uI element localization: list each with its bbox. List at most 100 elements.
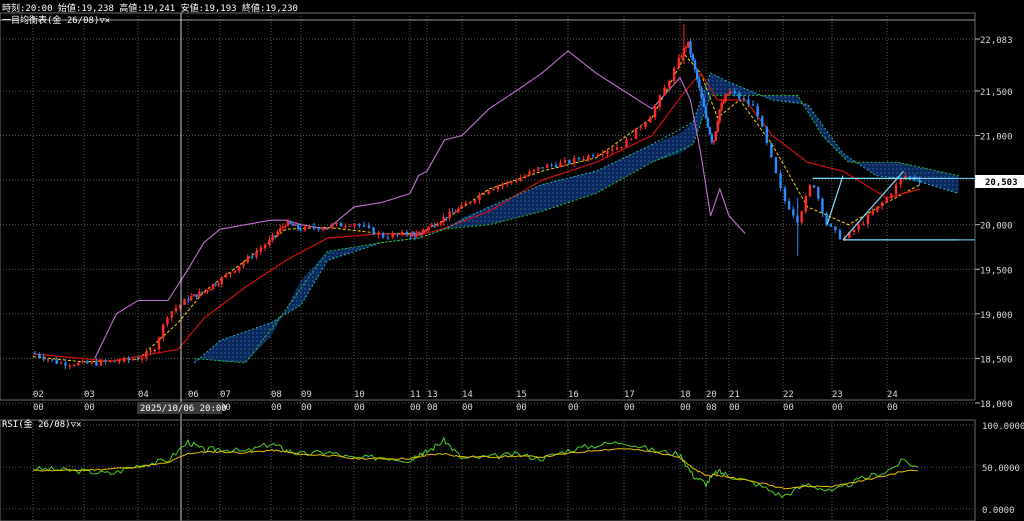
candle-body (396, 233, 399, 235)
candle-body (698, 79, 701, 88)
main-indicator-label[interactable]: 一目均衡表(金 26/08)▽✕ (2, 14, 110, 26)
candle-body (482, 193, 486, 195)
candle-body (582, 159, 585, 161)
candle-body (693, 60, 697, 70)
current-price-box (975, 175, 1024, 188)
date-tick-hour: 00 (624, 403, 635, 413)
candle-body (448, 211, 451, 219)
candle-body (742, 98, 746, 100)
candle-body (170, 311, 173, 318)
trend-line[interactable] (842, 170, 904, 241)
price-tick-label: 18,000 (980, 400, 1013, 410)
candle-body (532, 169, 536, 172)
date-tick-hour: 00 (220, 403, 231, 413)
candle-body (460, 204, 463, 209)
candle-body (211, 284, 215, 289)
candle-body (321, 228, 325, 230)
candle-body (409, 234, 412, 236)
candle-body (192, 294, 196, 297)
main-panel-frame (0, 12, 976, 401)
candle-body (510, 181, 513, 183)
trend-line[interactable] (826, 175, 844, 225)
candle-body (430, 224, 433, 227)
candle-body (286, 221, 290, 226)
candle-body (233, 270, 236, 273)
candle-body (64, 362, 67, 366)
date-tick-day: 10 (354, 390, 365, 400)
rsi-grid (0, 420, 975, 521)
candle-body (918, 179, 921, 182)
candle-body (519, 177, 522, 182)
candle-body (592, 155, 595, 157)
candle-body (153, 349, 156, 352)
date-tick-hour: 00 (516, 403, 527, 413)
candle-body (473, 200, 477, 203)
date-tick-hour: 00 (832, 403, 843, 413)
span_b-line (194, 94, 959, 364)
rsi-axis: 100.0000 50.0000 0.0000 (982, 422, 1024, 516)
candle-body (559, 162, 562, 167)
candle-body (190, 296, 193, 301)
date-tick-hour: 00 (568, 403, 579, 413)
candle-body (183, 299, 186, 305)
candle-body (276, 231, 279, 236)
date-tick-hour: 00 (462, 403, 473, 413)
candle-body (166, 317, 169, 325)
date-tick-hour: 00 (301, 403, 312, 413)
date-tick-day: 23 (832, 390, 843, 400)
candle-body (700, 87, 703, 98)
candle-body (672, 68, 676, 81)
date-tick-day: 17 (624, 390, 635, 400)
candle-body (733, 90, 736, 94)
candle-body (250, 256, 254, 258)
candle-body (246, 256, 249, 263)
candle-body (718, 109, 721, 122)
trend-lines[interactable] (812, 170, 975, 241)
candle-body (644, 122, 647, 128)
candle-body (716, 121, 719, 132)
candle-body (724, 95, 727, 102)
candle-body (663, 87, 666, 96)
date-tick-day: 14 (462, 390, 473, 400)
candle-body (95, 361, 98, 366)
cursor-date-label: 2025/10/06 20:00 (140, 404, 227, 414)
candle-body (279, 228, 282, 232)
candle-body (649, 117, 652, 123)
date-tick-hour: 08 (706, 403, 717, 413)
candle-body (601, 153, 604, 155)
candle-body (400, 231, 404, 235)
candle-body (140, 357, 144, 360)
candle-body (684, 46, 688, 49)
date-tick-day: 16 (568, 390, 579, 400)
candle-body (469, 202, 472, 204)
date-tick-hour: 00 (271, 403, 282, 413)
date-tick-hour: 00 (410, 403, 421, 413)
candle-body (274, 235, 277, 237)
candle-body (81, 361, 84, 363)
ichimoku-cloud (194, 73, 959, 363)
price-tick-label: 21,000 (980, 133, 1013, 143)
candle-body (787, 201, 791, 210)
candle-body (271, 235, 274, 240)
candle-body (312, 226, 316, 229)
candle-body (436, 224, 439, 227)
candle-body (728, 90, 732, 94)
ohlc-readout: 時刻:20:00 始値:19,238 高値:19,241 安値:19,193 終… (2, 2, 298, 14)
candle-body (179, 304, 182, 309)
candle-body (704, 106, 708, 118)
candle-body (706, 117, 710, 128)
candle-body (386, 237, 390, 239)
candle-body (281, 226, 285, 229)
candle-body (876, 206, 879, 212)
candle-body (149, 351, 152, 353)
candle-body (118, 361, 121, 363)
candle-body (224, 274, 228, 278)
candle-body (348, 225, 352, 227)
candle-body (537, 167, 540, 170)
date-tick-day: 03 (84, 390, 95, 400)
sub-indicator-label[interactable]: RSI(金 26/08)▽✕ (2, 418, 81, 430)
candle-body (454, 211, 457, 213)
candle-body (817, 187, 820, 199)
date-tick-hour: 00 (354, 403, 365, 413)
